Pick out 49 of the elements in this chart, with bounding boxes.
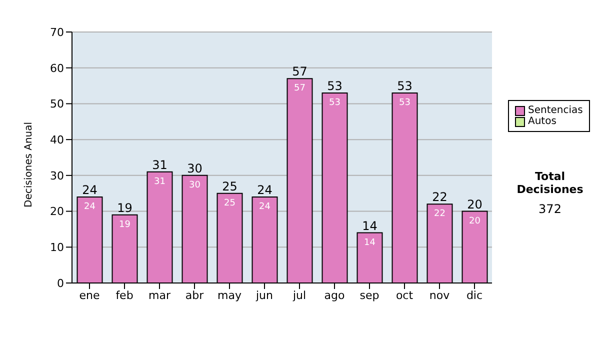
data-label: 30 <box>189 180 201 190</box>
x-tick-label: ene <box>79 288 100 302</box>
total-label: 14 <box>362 218 378 233</box>
total-label: 24 <box>82 182 98 197</box>
total-label: 19 <box>117 200 132 215</box>
data-label: 20 <box>469 216 481 226</box>
y-tick-label: 30 <box>50 169 64 182</box>
x-tick-label: oct <box>396 288 414 302</box>
total-label: 30 <box>187 161 202 176</box>
total-label: 24 <box>257 182 272 197</box>
x-tick-label: may <box>218 288 242 302</box>
x-tick-label: mar <box>148 288 171 302</box>
y-tick-label: 50 <box>50 98 64 111</box>
y-axis-title: Decisiones Anual <box>24 122 35 208</box>
data-label: 53 <box>329 98 340 108</box>
total-label: 57 <box>292 64 308 79</box>
x-tick-label: jul <box>292 288 306 302</box>
x-tick-label: ago <box>324 288 345 302</box>
x-tick-label: nov <box>429 288 450 302</box>
total-label: 25 <box>222 179 238 194</box>
x-tick-label: feb <box>116 288 134 302</box>
y-tick-label: 0 <box>57 276 64 290</box>
total-label: 20 <box>467 197 482 212</box>
x-tick-label: dic <box>466 288 483 302</box>
data-label: 24 <box>84 202 96 212</box>
x-tick-label: jun <box>255 288 274 302</box>
data-label: 25 <box>224 198 236 208</box>
data-label: 31 <box>154 176 166 187</box>
legend-label: Sentencias <box>528 105 583 116</box>
y-tick-label: 40 <box>50 133 64 146</box>
total-label: 53 <box>327 78 342 93</box>
text: 372 <box>538 202 562 216</box>
data-label: 19 <box>119 220 131 230</box>
data-label: 24 <box>259 202 271 212</box>
y-tick-label: 60 <box>50 62 64 75</box>
x-tick-label: abr <box>185 288 204 302</box>
data-label: 53 <box>399 98 410 108</box>
data-label: 22 <box>434 209 446 220</box>
y-tick-label: 20 <box>50 205 64 218</box>
total-label: 31 <box>152 158 168 172</box>
x-tick-label: sep <box>360 288 380 302</box>
y-tick-label: 70 <box>50 26 64 39</box>
total-label: 22 <box>432 190 448 204</box>
data-label: 57 <box>294 84 306 94</box>
total-label: 53 <box>397 78 412 93</box>
text: Total Decisiones <box>516 170 584 196</box>
y-tick-label: 10 <box>50 241 64 254</box>
data-label: 14 <box>364 238 376 248</box>
legend-label: Autos <box>528 116 556 127</box>
